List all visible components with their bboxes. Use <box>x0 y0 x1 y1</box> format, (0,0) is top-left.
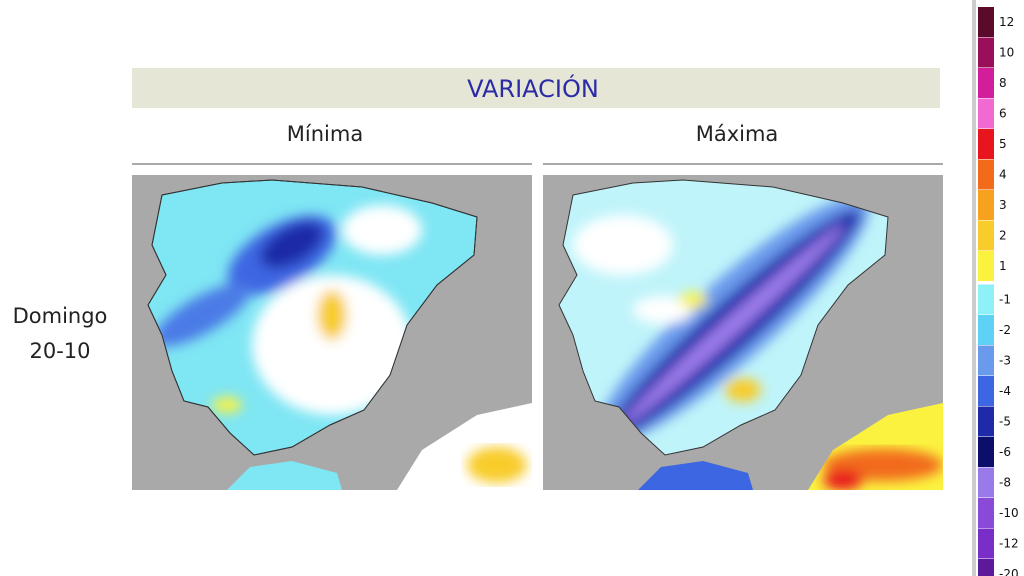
legend-label: -8 <box>999 476 1011 490</box>
map-minima <box>132 175 532 490</box>
legend-swatch <box>978 220 994 251</box>
legend-swatch <box>978 559 994 576</box>
legend-label: -12 <box>999 537 1019 551</box>
legend-label: -10 <box>999 506 1019 520</box>
legend-swatch <box>978 376 994 406</box>
panel-label: Máxima <box>696 122 779 146</box>
legend-swatch <box>978 406 994 437</box>
legend-label: -5 <box>999 415 1011 429</box>
legend-swatch <box>978 98 994 129</box>
legend-swatch <box>978 437 994 467</box>
legend-swatch <box>978 528 994 559</box>
color-legend: 12 10 8 6 5 4 3 2 1 -1 -2 -3 -4 -5 -6 -8 -10 -12 -20 <box>972 0 1019 576</box>
legend-swatch <box>978 159 994 190</box>
legend-label: -3 <box>999 354 1011 368</box>
legend-swatch <box>978 345 994 376</box>
legend-swatch <box>978 251 994 281</box>
legend-swatch <box>978 315 994 345</box>
legend-label: -20 <box>999 567 1019 576</box>
legend-label: 1 <box>999 259 1007 273</box>
legend-swatch <box>978 467 994 498</box>
legend-swatch <box>978 7 994 37</box>
legend-label: 2 <box>999 229 1007 243</box>
legend-label: 6 <box>999 107 1007 121</box>
legend-label: 10 <box>999 46 1014 60</box>
legend-label: 5 <box>999 137 1007 151</box>
legend-swatch <box>978 37 994 68</box>
legend-label: -1 <box>999 293 1011 307</box>
panel-label: Mínima <box>287 122 363 146</box>
legend-label: 4 <box>999 168 1007 182</box>
title: VARIACIÓN <box>467 73 599 103</box>
title-bar <box>132 68 940 108</box>
legend-label: 12 <box>999 15 1014 29</box>
map-maxima <box>543 175 943 490</box>
legend-label: -4 <box>999 384 1011 398</box>
legend-swatch <box>978 129 994 159</box>
legend-label: 3 <box>999 198 1007 212</box>
legend-label: -2 <box>999 323 1011 337</box>
row-label: 20-10 <box>29 339 90 363</box>
legend-label: 8 <box>999 76 1007 90</box>
legend-label: -6 <box>999 445 1011 459</box>
row-label: Domingo <box>13 304 108 328</box>
legend-swatch <box>978 498 994 528</box>
legend-swatch <box>978 68 994 98</box>
legend-swatch <box>978 190 994 220</box>
legend-swatch <box>978 284 994 315</box>
